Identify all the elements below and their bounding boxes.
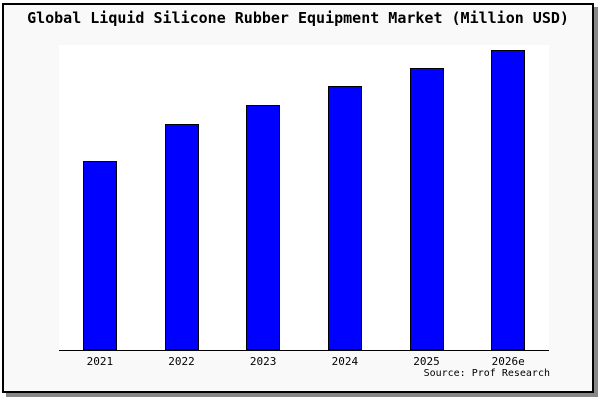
bar-slot bbox=[141, 45, 223, 350]
x-tick-label: 2022 bbox=[168, 355, 195, 368]
bar bbox=[409, 68, 444, 350]
plot-area bbox=[59, 45, 549, 351]
x-tick-label: 2023 bbox=[249, 355, 277, 368]
bars-container bbox=[59, 45, 549, 350]
bar-slot bbox=[304, 45, 386, 350]
x-tick-label: 2025 bbox=[413, 355, 440, 368]
bar bbox=[491, 50, 526, 350]
bar-slot bbox=[59, 45, 141, 350]
chart-frame: Global Liquid Silicone Rubber Equipment … bbox=[2, 3, 594, 393]
x-tick-label: 2024 bbox=[331, 355, 359, 368]
bar-slot bbox=[467, 45, 549, 350]
bar-slot bbox=[386, 45, 468, 350]
x-axis-tick-labels: 2021 2022 2023 2024 2025 2026e bbox=[59, 355, 549, 368]
bar bbox=[82, 161, 117, 350]
bar-slot bbox=[222, 45, 304, 350]
x-tick-label: 2021 bbox=[86, 355, 114, 368]
bar bbox=[246, 104, 281, 350]
bar bbox=[164, 124, 199, 350]
bar bbox=[327, 86, 362, 350]
chart-title: Global Liquid Silicone Rubber Equipment … bbox=[27, 9, 569, 27]
x-tick-label: 2026e bbox=[491, 355, 525, 368]
source-note: Source: Prof Research bbox=[423, 368, 550, 379]
